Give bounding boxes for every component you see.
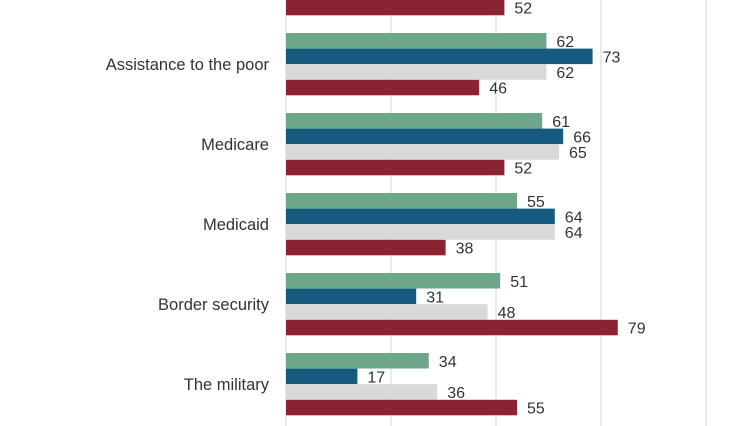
value-label: 34 — [439, 354, 457, 371]
category-label: Medicaid — [203, 216, 269, 234]
value-label: 17 — [367, 369, 385, 386]
bar — [286, 128, 564, 145]
value-label: 61 — [552, 114, 570, 131]
bar — [286, 48, 593, 65]
value-label: 64 — [565, 209, 583, 226]
bar — [286, 64, 547, 80]
bar — [286, 224, 555, 240]
bar — [286, 384, 438, 400]
labels: 52 Assistance to the poor 62 73 62 46 Medicare… — [106, 1, 646, 418]
category-label: Assistance to the poor — [106, 56, 270, 74]
category-label: The military — [184, 376, 270, 394]
value-label: 48 — [498, 305, 516, 322]
value-label: 79 — [628, 321, 646, 338]
bar — [286, 159, 505, 176]
value-label: 62 — [556, 65, 574, 82]
value-label: 73 — [603, 49, 621, 66]
bar — [286, 288, 417, 305]
value-label: 64 — [565, 225, 583, 242]
bar — [286, 319, 618, 336]
value-label: 52 — [514, 1, 532, 18]
bar — [286, 239, 446, 256]
bar — [286, 399, 517, 416]
value-label: 66 — [573, 129, 591, 146]
value-label: 31 — [426, 289, 444, 306]
value-label: 51 — [510, 274, 528, 291]
bar — [286, 144, 559, 160]
value-label: 38 — [456, 241, 474, 258]
category-label: Border security — [158, 296, 270, 314]
bar — [286, 33, 547, 49]
value-label: 52 — [514, 161, 532, 178]
value-label: 55 — [527, 194, 545, 211]
bar — [286, 113, 543, 129]
bar — [286, 304, 488, 320]
bar — [286, 353, 429, 369]
bar — [286, 368, 358, 385]
value-label: 36 — [447, 385, 465, 402]
value-label: 55 — [527, 401, 545, 418]
bar — [286, 79, 480, 96]
value-label: 62 — [556, 34, 574, 51]
bar — [286, 208, 555, 225]
category-label: Medicare — [201, 136, 269, 154]
value-label: 65 — [569, 145, 587, 162]
value-label: 46 — [489, 81, 507, 98]
bar — [286, 0, 505, 16]
bars — [286, 0, 618, 416]
bar — [286, 273, 501, 289]
bar — [286, 193, 517, 209]
